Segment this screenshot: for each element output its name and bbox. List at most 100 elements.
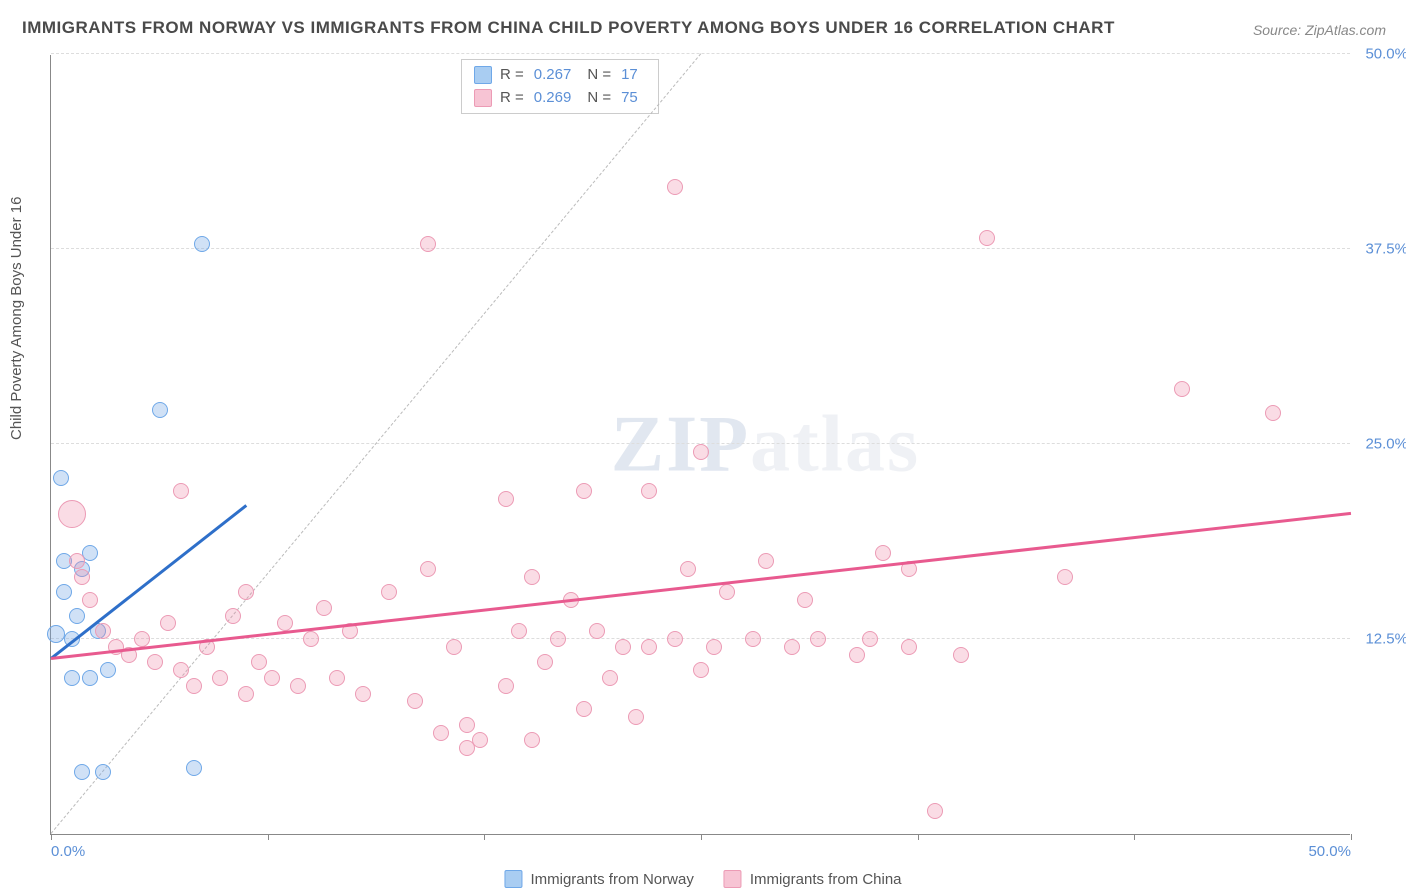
scatter-point <box>706 639 722 655</box>
scatter-point <box>680 561 696 577</box>
watermark-zip: ZIP <box>611 400 750 488</box>
legend-label: Immigrants from China <box>750 871 902 888</box>
scatter-point <box>69 608 85 624</box>
legend-item: Immigrants from Norway <box>504 870 693 888</box>
scatter-point <box>238 686 254 702</box>
gridline <box>51 248 1350 249</box>
bottom-legend: Immigrants from Norway Immigrants from Ch… <box>504 870 901 888</box>
series-swatch <box>474 66 492 84</box>
scatter-point <box>498 678 514 694</box>
scatter-point <box>100 662 116 678</box>
scatter-point <box>693 444 709 460</box>
scatter-point <box>459 717 475 733</box>
scatter-point <box>56 584 72 600</box>
x-tick <box>268 834 269 840</box>
source-label: Source: ZipAtlas.com <box>1253 22 1386 38</box>
n-value: 75 <box>621 87 638 110</box>
scatter-point <box>641 483 657 499</box>
scatter-point <box>511 623 527 639</box>
r-label: R = <box>500 87 524 110</box>
watermark-atlas: atlas <box>750 400 920 488</box>
stat-row: R =0.267N =17 <box>474 64 646 87</box>
scatter-point <box>589 623 605 639</box>
scatter-point <box>576 483 592 499</box>
n-value: 17 <box>621 64 638 87</box>
scatter-point <box>433 725 449 741</box>
scatter-point <box>550 631 566 647</box>
scatter-point <box>927 803 943 819</box>
scatter-point <box>602 670 618 686</box>
scatter-point <box>693 662 709 678</box>
legend-swatch <box>724 870 742 888</box>
scatter-point <box>524 569 540 585</box>
x-tick <box>918 834 919 840</box>
r-value: 0.269 <box>534 87 572 110</box>
scatter-point <box>194 236 210 252</box>
n-label: N = <box>587 87 611 110</box>
scatter-point <box>329 670 345 686</box>
y-tick-label: 12.5% <box>1358 631 1406 648</box>
scatter-point <box>875 545 891 561</box>
scatter-point <box>277 615 293 631</box>
stat-row: R = 0.269 N = 75 <box>474 87 646 110</box>
scatter-point <box>173 662 189 678</box>
watermark: ZIPatlas <box>611 399 920 490</box>
scatter-point <box>64 670 80 686</box>
gridline <box>51 638 1350 639</box>
x-tick <box>51 834 52 840</box>
scatter-point <box>303 631 319 647</box>
x-tick <box>701 834 702 840</box>
scatter-point <box>53 470 69 486</box>
legend-label: Immigrants from Norway <box>530 871 693 888</box>
scatter-point <box>82 592 98 608</box>
r-label: R = <box>500 64 524 87</box>
scatter-point <box>784 639 800 655</box>
scatter-point <box>264 670 280 686</box>
scatter-point <box>628 709 644 725</box>
y-axis-label: Child Poverty Among Boys Under 16 <box>8 197 25 440</box>
y-tick-label: 50.0% <box>1358 46 1406 63</box>
legend-item: Immigrants from China <box>724 870 902 888</box>
scatter-point <box>745 631 761 647</box>
x-tick <box>1351 834 1352 840</box>
x-tick <box>1134 834 1135 840</box>
scatter-point <box>355 686 371 702</box>
scatter-point <box>74 764 90 780</box>
x-tick-label: 50.0% <box>1308 843 1351 860</box>
scatter-point <box>251 654 267 670</box>
scatter-point <box>641 639 657 655</box>
n-label: N = <box>587 64 611 87</box>
scatter-point <box>173 483 189 499</box>
scatter-point <box>849 647 865 663</box>
scatter-point <box>524 732 540 748</box>
scatter-point <box>186 678 202 694</box>
scatter-point <box>667 179 683 195</box>
scatter-point <box>69 553 85 569</box>
plot-area: ZIPatlas R =0.267N =17R =0.269N =75 12.5… <box>50 55 1350 835</box>
y-tick-label: 25.0% <box>1358 436 1406 453</box>
scatter-point <box>420 236 436 252</box>
scatter-point <box>1057 569 1073 585</box>
scatter-point <box>576 701 592 717</box>
scatter-point <box>862 631 878 647</box>
scatter-point <box>615 639 631 655</box>
scatter-point <box>160 615 176 631</box>
scatter-point <box>316 600 332 616</box>
scatter-point <box>147 654 163 670</box>
scatter-point <box>719 584 735 600</box>
scatter-point <box>134 631 150 647</box>
scatter-point <box>1265 405 1281 421</box>
scatter-point <box>667 631 683 647</box>
series-swatch <box>474 89 492 107</box>
scatter-point <box>95 764 111 780</box>
scatter-point <box>810 631 826 647</box>
scatter-point <box>74 569 90 585</box>
scatter-point <box>420 561 436 577</box>
scatter-point <box>472 732 488 748</box>
scatter-point <box>953 647 969 663</box>
scatter-point <box>537 654 553 670</box>
y-tick-label: 37.5% <box>1358 241 1406 258</box>
scatter-point <box>82 670 98 686</box>
scatter-point <box>797 592 813 608</box>
scatter-point <box>225 608 241 624</box>
